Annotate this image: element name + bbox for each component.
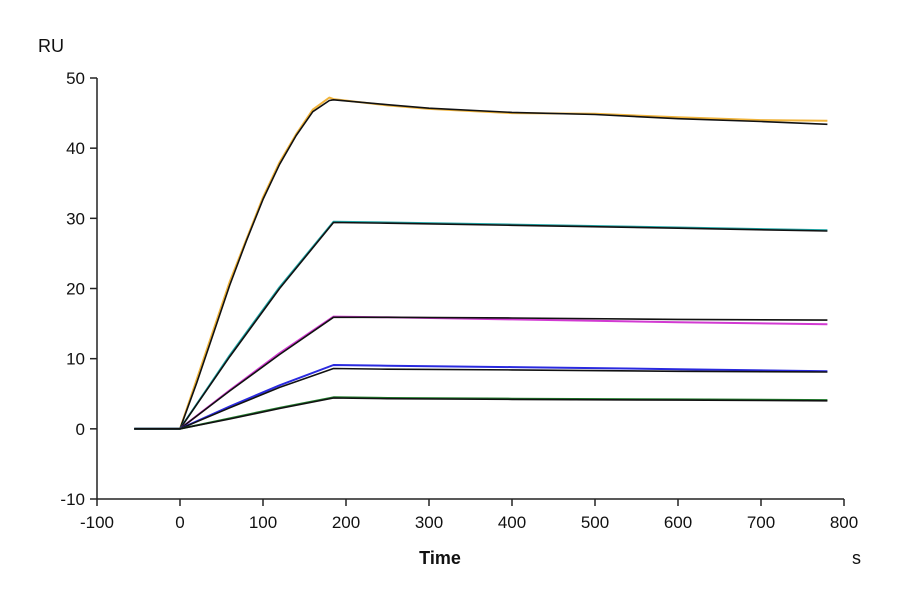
- x-axis-label: Time: [419, 548, 461, 568]
- y-tick-label: 10: [66, 350, 85, 369]
- x-tick-label: 200: [332, 513, 360, 532]
- x-tick-label: -100: [80, 513, 114, 532]
- y-ticks: -10 0 10 20 30 40 50: [60, 69, 97, 509]
- fit-line-3: [134, 221, 828, 430]
- y-tick-label: 20: [66, 280, 85, 299]
- x-tick-label: 500: [581, 513, 609, 532]
- y-tick-label: 50: [66, 69, 85, 88]
- y-tick-label: 0: [76, 420, 85, 439]
- x-tick-label: 0: [175, 513, 184, 532]
- measured-line-4: [134, 315, 828, 430]
- y-tick-label: 40: [66, 139, 85, 158]
- fit-line-7: [134, 367, 828, 430]
- x-tick-label: 600: [664, 513, 692, 532]
- x-tick-label: 400: [498, 513, 526, 532]
- fit-line-5: [134, 316, 828, 430]
- y-axis-label: RU: [38, 36, 64, 56]
- y-tick-label: -10: [60, 490, 85, 509]
- fit-line-9: [134, 397, 828, 430]
- x-tick-label: 300: [415, 513, 443, 532]
- measured-line-6: [134, 364, 828, 430]
- x-tick-label: 100: [249, 513, 277, 532]
- x-ticks: -100 0 100 200 300 400 500 600 700 800: [80, 499, 858, 532]
- x-axis-unit: s: [852, 548, 861, 568]
- x-tick-label: 700: [747, 513, 775, 532]
- x-tick-label: 800: [830, 513, 858, 532]
- series-layer: [134, 96, 828, 430]
- y-tick-label: 30: [66, 209, 85, 228]
- fit-line-1: [134, 99, 828, 430]
